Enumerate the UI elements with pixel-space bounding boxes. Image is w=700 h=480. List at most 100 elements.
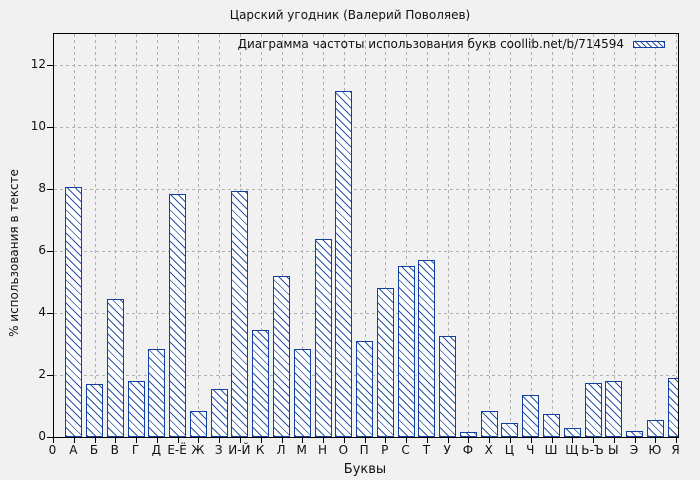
gridline-v [364, 34, 366, 437]
bar-Г [127, 381, 145, 437]
bar-И-Й [231, 191, 249, 437]
x-tick-label: Ь-Ъ [581, 443, 604, 457]
gridline-v [509, 34, 511, 437]
bar-Ф [459, 432, 477, 437]
x-tick [468, 438, 470, 443]
x-tick-label: 0 [48, 443, 57, 457]
x-tick-label: М [296, 443, 307, 457]
bar-Р [376, 288, 394, 437]
legend-hatch-swatch-icon [633, 40, 665, 48]
x-tick [593, 438, 594, 443]
gridline-h [54, 65, 678, 66]
y-tick-label: 0 [38, 429, 46, 443]
x-tick-label: Ц [504, 443, 515, 457]
x-tick [551, 438, 553, 443]
bar-Х [480, 411, 498, 437]
gridline-v [136, 34, 138, 437]
gridline-h [54, 251, 678, 252]
x-tick [385, 438, 387, 443]
x-tick-label: Т [422, 443, 431, 457]
x-tick-label: Н [317, 443, 328, 457]
y-tick [47, 251, 53, 252]
x-tick [489, 438, 491, 443]
bar-Э [626, 431, 644, 437]
gridline-v [593, 34, 594, 437]
gridline-v [219, 34, 221, 437]
x-tick-label: Ю [648, 443, 662, 457]
x-tick [509, 438, 511, 443]
x-tick [323, 438, 324, 443]
x-tick [302, 438, 304, 443]
y-tick [47, 313, 53, 314]
gridline-v [406, 34, 408, 437]
x-tick-label: В [110, 443, 119, 457]
plot-area: Диаграмма частоты использования букв coo… [53, 33, 679, 438]
gridline-v [530, 34, 532, 437]
bar-Ш [543, 414, 560, 437]
bar-Б [86, 384, 103, 437]
bar-Ю [646, 420, 664, 437]
x-tick [676, 438, 678, 443]
x-tick-label: Э [629, 443, 639, 457]
gridline-v [468, 34, 470, 437]
gridline-v [613, 34, 615, 437]
x-tick [219, 438, 221, 443]
x-tick-label: Л [276, 443, 286, 457]
x-tick [406, 438, 408, 443]
x-tick [613, 438, 615, 443]
y-tick-label: 2 [38, 367, 46, 381]
x-tick-label: О [338, 443, 349, 457]
y-tick [47, 127, 53, 128]
x-tick-label: У [443, 443, 451, 457]
x-tick-label: А [69, 443, 78, 457]
x-tick [281, 438, 283, 443]
x-tick-label: Б [89, 443, 99, 457]
gridline-v [156, 34, 158, 437]
bar-У [439, 336, 457, 437]
bar-Д [148, 349, 166, 437]
y-tick [47, 375, 53, 376]
bar-Ч [522, 395, 540, 437]
x-tick-label: Е-Ё [167, 443, 187, 457]
gridline-v [260, 34, 262, 437]
gridline-v [281, 34, 283, 437]
x-tick-label: И-Й [228, 443, 251, 457]
x-tick-label: Р [381, 443, 389, 457]
x-axis-title: Буквы [343, 462, 387, 477]
x-tick-label: Я [671, 443, 680, 457]
gridline-v [447, 34, 449, 437]
bar-А [65, 187, 83, 437]
y-tick-label: 4 [38, 305, 46, 319]
x-tick [634, 438, 636, 443]
y-tick [47, 65, 53, 66]
x-tick [177, 438, 179, 443]
x-tick [447, 438, 449, 443]
legend-label: Диаграмма частоты использования букв coo… [237, 37, 624, 51]
gridline-v [426, 34, 428, 437]
bar-Ж [189, 411, 207, 437]
y-tick-label: 8 [38, 181, 46, 195]
x-tick-label: Ч [526, 443, 535, 457]
chart-title: Царский угодник (Валерий Поволяев) [229, 8, 471, 22]
x-tick [530, 438, 532, 443]
gridline-v [655, 34, 657, 437]
bar-Я [667, 378, 678, 437]
x-tick-label: Щ [565, 443, 579, 457]
x-tick-label: К [255, 443, 265, 457]
bar-Ь-Ъ [584, 383, 602, 437]
x-tick [73, 438, 75, 443]
legend: Диаграмма частоты использования букв coo… [238, 37, 665, 51]
x-tick [239, 438, 241, 443]
gridline-v [323, 34, 324, 437]
bar-Е-Ё [169, 194, 187, 437]
gridline-v [676, 34, 678, 437]
x-tick [260, 438, 262, 443]
y-tick-label: 12 [30, 57, 46, 71]
x-tick-label: С [401, 443, 410, 457]
x-tick [53, 438, 54, 443]
bar-М [293, 349, 311, 437]
bar-Т [418, 260, 436, 437]
y-tick [47, 189, 53, 190]
bar-Щ [563, 428, 581, 437]
